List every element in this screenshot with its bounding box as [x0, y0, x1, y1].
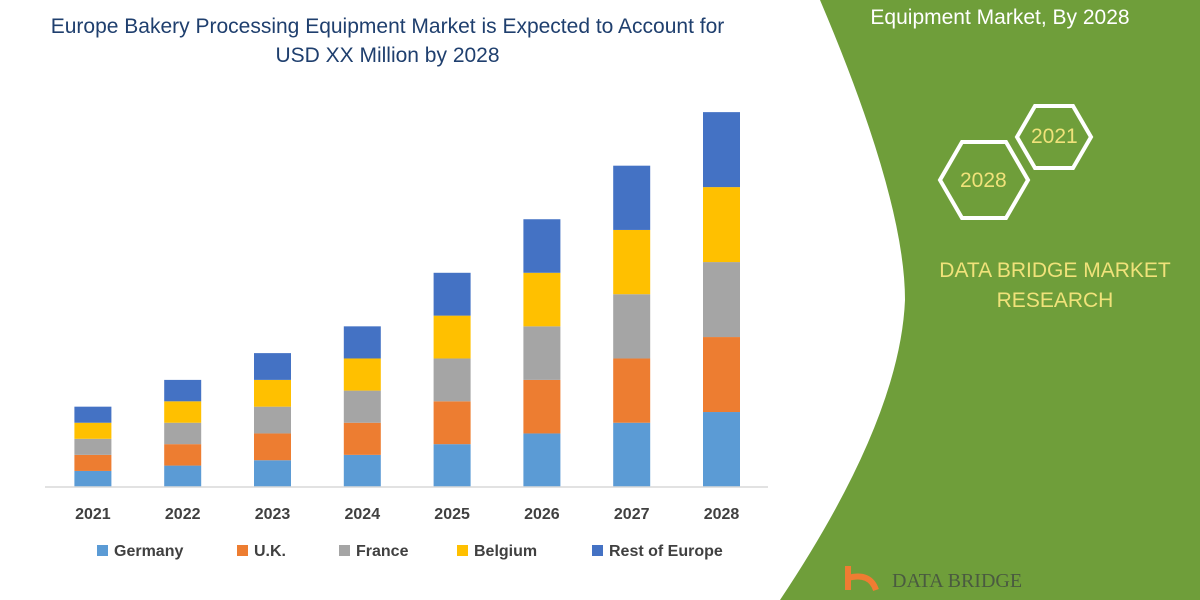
legend-swatch	[339, 545, 350, 556]
bar-u-k--2026	[523, 379, 561, 434]
hex-label-2021: 2021	[1031, 125, 1078, 148]
x-tick-label: 2028	[704, 506, 740, 523]
x-tick-label: 2023	[255, 506, 291, 523]
bar-germany-2026	[523, 433, 561, 487]
bar-france-2023	[254, 406, 291, 434]
legend-label: Belgium	[474, 543, 537, 560]
bar-u-k--2021	[74, 454, 112, 471]
bar-rest-of-europe-2024	[343, 326, 381, 359]
chart: 2021 2022 2023 2024 2025 2026 2027 2028 Germany U…	[45, 112, 768, 560]
bar-germany-2024	[343, 454, 381, 487]
bar-germany-2028	[703, 412, 740, 487]
bar-france-2027	[613, 294, 651, 359]
hex-label-2028: 2028	[960, 169, 1007, 192]
x-tick-label: 2024	[345, 506, 381, 523]
legend-label: U.K.	[254, 543, 286, 560]
x-tick-label: 2025	[434, 506, 470, 523]
bar-france-2021	[74, 438, 112, 455]
bar-germany-2021	[74, 470, 112, 487]
bar-rest-of-europe-2023	[254, 353, 291, 380]
bar-germany-2023	[254, 460, 291, 487]
bar-u-k--2024	[343, 422, 381, 455]
bar-france-2024	[343, 390, 381, 423]
bar-u-k--2028	[703, 337, 740, 413]
x-tick-label: 2022	[165, 506, 201, 523]
bar-belgium-2025	[433, 315, 471, 359]
x-tick-label: 2027	[614, 506, 650, 523]
bar-rest-of-europe-2025	[433, 272, 471, 316]
legend-label: Rest of Europe	[609, 543, 723, 560]
bar-rest-of-europe-2027	[613, 165, 651, 230]
bar-germany-2027	[613, 422, 651, 487]
hexagon-2028	[937, 140, 1031, 220]
bar-france-2022	[164, 422, 202, 445]
chart-title: Europe Bakery Processing Equipment Marke…	[50, 15, 725, 67]
bar-belgium-2024	[343, 358, 381, 391]
bar-belgium-2028	[703, 187, 740, 263]
legend-swatch	[457, 545, 468, 556]
bar-rest-of-europe-2028	[703, 112, 740, 188]
hexagon-2021	[1014, 104, 1094, 170]
legend-label: Germany	[114, 543, 183, 560]
x-tick-label: 2026	[524, 506, 560, 523]
bar-belgium-2022	[164, 401, 202, 423]
logo-icon	[845, 566, 879, 592]
bar-france-2028	[703, 262, 740, 338]
bar-france-2025	[433, 358, 471, 402]
x-tick-label: 2021	[75, 506, 111, 523]
bar-rest-of-europe-2026	[523, 219, 561, 273]
brand-text: DATA BRIDGE MARKET RESEARCH	[939, 259, 1171, 312]
bar-germany-2022	[164, 465, 202, 487]
bar-france-2026	[523, 326, 561, 380]
legend-swatch	[237, 545, 248, 556]
logo-text: DATA BRIDGE	[892, 570, 1023, 592]
bar-u-k--2023	[254, 433, 291, 461]
bar-rest-of-europe-2021	[74, 406, 112, 423]
bar-u-k--2022	[164, 444, 202, 466]
legend-swatch	[97, 545, 108, 556]
legend-swatch	[592, 545, 603, 556]
bar-belgium-2027	[613, 229, 651, 295]
bar-u-k--2025	[433, 401, 471, 445]
green-panel	[780, 0, 1200, 600]
bar-rest-of-europe-2022	[164, 379, 202, 402]
legend-label: France	[356, 543, 409, 560]
side-title: Equipment Market, By 2028	[870, 6, 1130, 29]
bar-belgium-2023	[254, 379, 291, 407]
bar-germany-2025	[433, 444, 471, 487]
bar-belgium-2021	[74, 422, 112, 439]
bar-u-k--2027	[613, 358, 651, 423]
bar-belgium-2026	[523, 272, 561, 327]
